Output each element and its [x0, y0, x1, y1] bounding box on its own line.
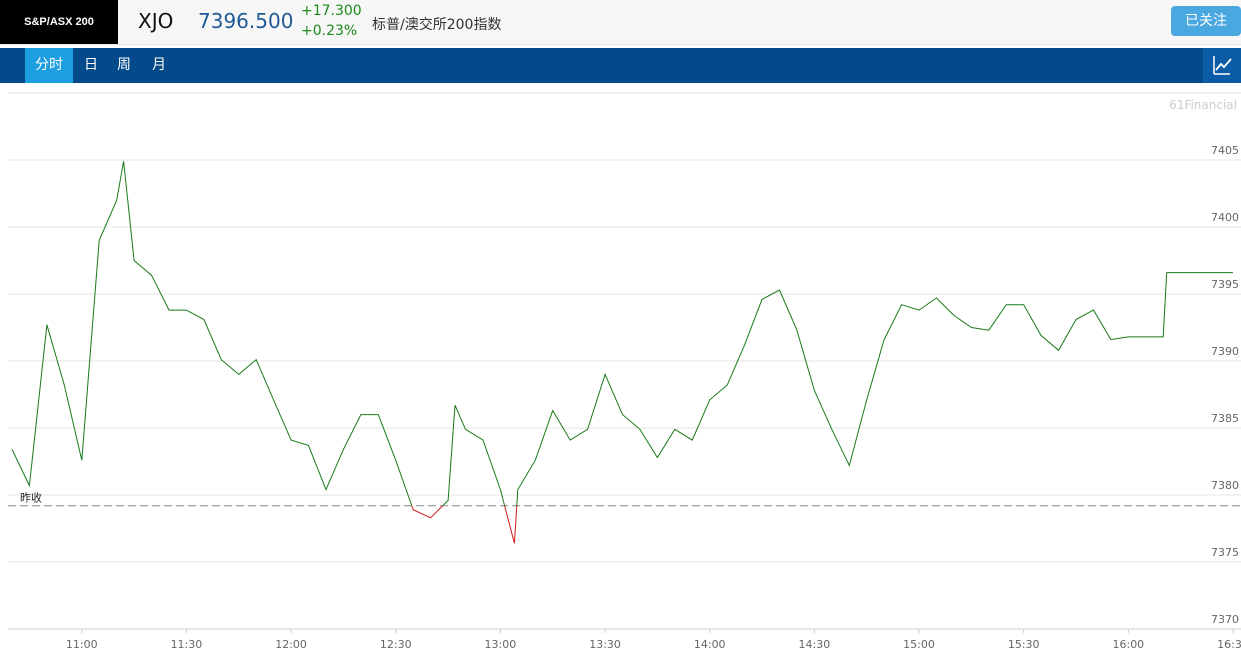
reference-label: 昨收 — [20, 491, 42, 505]
chart: 61Financial 7370 7375 7380 7385 7390 7395 7400… — [8, 92, 1241, 651]
price: 7396.500 — [198, 9, 294, 33]
x-tick-label: 15:00 — [903, 638, 935, 651]
price-line — [11, 161, 1233, 506]
x-tick-label: 14:00 — [694, 638, 726, 651]
y-tick-label: 7375 — [1211, 546, 1239, 559]
x-tick-label: 12:00 — [275, 638, 307, 651]
x-tick-label: 11:00 — [66, 638, 98, 651]
x-tick-label: 13:00 — [485, 638, 517, 651]
y-tick-label: 7400 — [1211, 211, 1239, 224]
symbol: XJO — [138, 9, 174, 33]
x-tick-label: 11:30 — [171, 638, 203, 651]
header: S&P/ASX 200 XJO 7396.500 +17.300 +0.23% … — [0, 0, 1241, 45]
x-tick-label: 16:30 — [1217, 638, 1241, 651]
chart-icon-svg — [1213, 56, 1232, 75]
x-tick-label: 12:30 — [380, 638, 412, 651]
chart-icon[interactable] — [1203, 48, 1241, 83]
logo: S&P/ASX 200 — [0, 0, 118, 44]
y-tick-label: 7380 — [1211, 479, 1239, 492]
y-tick-label: 7385 — [1211, 412, 1239, 425]
y-tick-label: 7390 — [1211, 345, 1239, 358]
nav-bar: 分时 日 周 月 — [0, 48, 1241, 83]
x-tick-label: 15:30 — [1008, 638, 1040, 651]
change-percent: +0.23% — [301, 23, 358, 39]
tab[interactable]: 日 — [84, 57, 98, 73]
change: +17.300 — [301, 3, 362, 19]
x-tick-label: 13:30 — [589, 638, 621, 651]
y-tick-label: 7405 — [1211, 144, 1239, 157]
watermark: 61Financial — [1169, 98, 1237, 112]
y-tick-label: 7395 — [1211, 278, 1239, 291]
tab[interactable]: 月 — [152, 57, 166, 73]
x-tick-label: 16:00 — [1112, 638, 1144, 651]
index-name: 标普/澳交所200指数 — [372, 17, 502, 33]
tab[interactable]: 周 — [117, 57, 131, 73]
y-tick-label: 7370 — [1211, 613, 1239, 626]
tab[interactable]: 分时 — [25, 48, 73, 83]
follow-button[interactable]: 已关注 — [1171, 6, 1241, 36]
price-line-below — [411, 505, 518, 544]
x-tick-label: 14:30 — [799, 638, 831, 651]
